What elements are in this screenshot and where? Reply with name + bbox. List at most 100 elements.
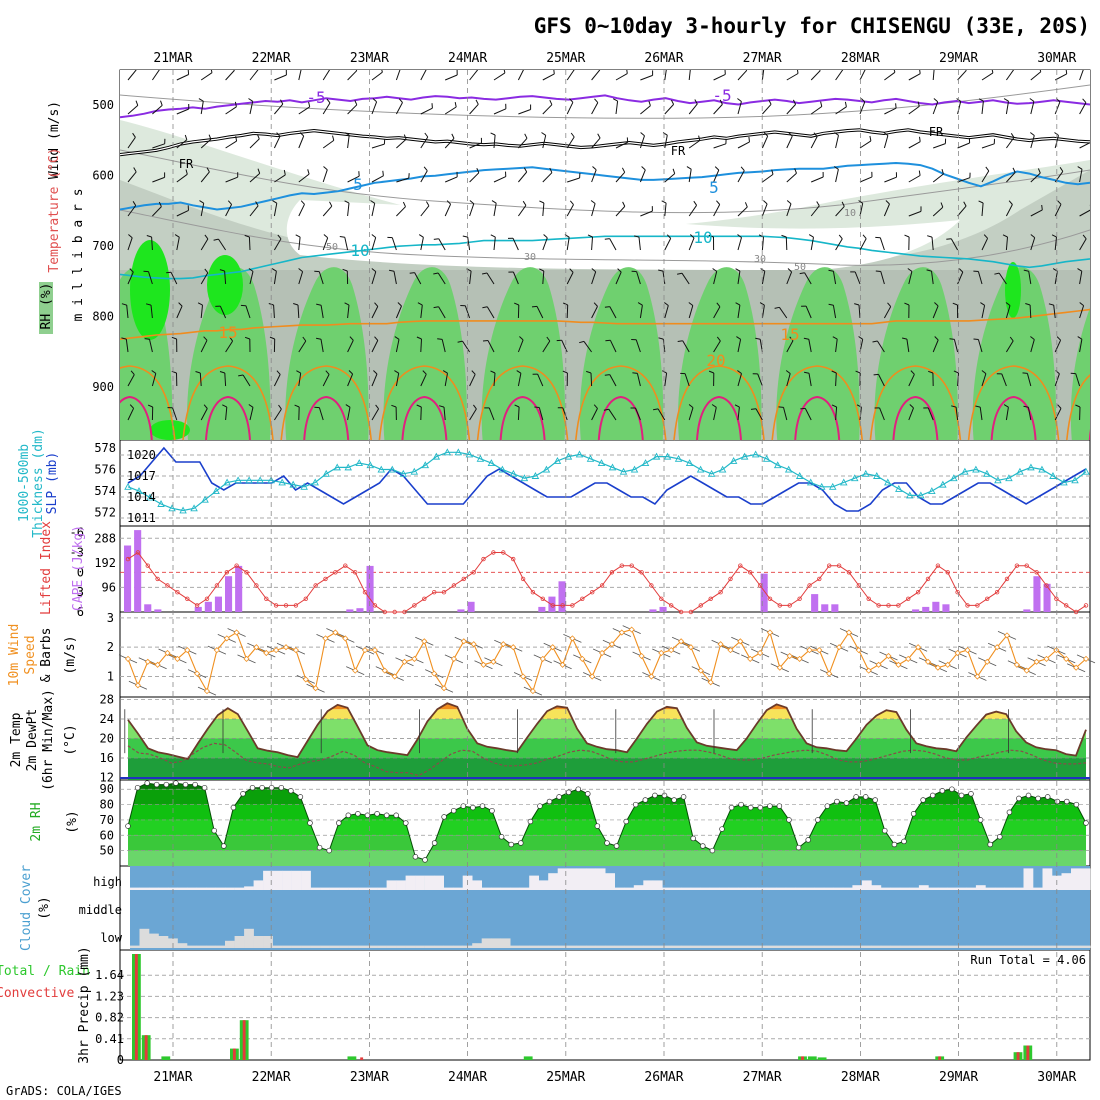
wind-barb-staff bbox=[298, 70, 302, 81]
wind-barb-staff bbox=[170, 272, 178, 285]
wind-barb-staff bbox=[249, 70, 259, 81]
cloud-high-bar bbox=[605, 873, 615, 890]
wind-barb-staff bbox=[298, 135, 305, 149]
wind-barb-staff bbox=[664, 373, 668, 387]
wind-barb-staff bbox=[591, 408, 598, 421]
wind-barb-staff bbox=[322, 102, 331, 115]
wind-barb-flag bbox=[875, 270, 881, 272]
wind-barb-staff bbox=[371, 340, 379, 353]
thickness-point bbox=[884, 478, 892, 486]
cloud-low-bar bbox=[956, 945, 967, 948]
grads-credit: GrADS: COLA/IGES bbox=[6, 1084, 122, 1098]
wind-barb-staff bbox=[517, 70, 524, 81]
wind-barb-staff bbox=[395, 70, 401, 81]
wind-barb-flag bbox=[329, 201, 333, 207]
thickness-point bbox=[873, 472, 881, 479]
wind-barb-staff bbox=[298, 340, 307, 353]
wind-barb-staff bbox=[493, 203, 497, 217]
wind-speed-point bbox=[450, 655, 457, 662]
rh-point bbox=[259, 784, 265, 791]
wind-barb-staff bbox=[1030, 71, 1042, 81]
wind-barb-staff bbox=[395, 373, 400, 387]
cloud-low-bar bbox=[291, 945, 302, 948]
wind-barb-staff bbox=[981, 373, 987, 387]
wind-barb-flag bbox=[1091, 137, 1092, 142]
cloud-level-low: low bbox=[100, 931, 122, 945]
thickness-point bbox=[597, 459, 606, 467]
wind-speed-point bbox=[816, 647, 823, 654]
wind-barb-flag bbox=[372, 98, 377, 103]
lifted-index-point bbox=[807, 583, 812, 588]
rh-bright-patch bbox=[150, 420, 190, 440]
rh-point bbox=[1054, 798, 1061, 805]
precip-total-bar bbox=[161, 1056, 171, 1060]
rh-bright-patch bbox=[1005, 262, 1021, 318]
date-label-top: 22MAR bbox=[252, 51, 291, 66]
lifted-index-point bbox=[481, 556, 486, 562]
lifted-index-point bbox=[817, 576, 822, 582]
lifted-index-point bbox=[985, 596, 990, 601]
lifted-index-point bbox=[511, 556, 516, 562]
wind-barb-flag bbox=[737, 234, 742, 238]
wind-barb-staff bbox=[805, 305, 812, 319]
wind-barb-flag bbox=[637, 302, 643, 306]
rh-point bbox=[508, 841, 514, 848]
wind-barb-flag bbox=[941, 169, 944, 175]
wind-barb-flag bbox=[617, 268, 622, 273]
wind-barb-staff bbox=[1030, 237, 1036, 251]
wind-speed-point bbox=[668, 647, 675, 654]
wind-barb-staff bbox=[688, 205, 698, 217]
wind-barb-staff bbox=[932, 339, 939, 353]
rh-point bbox=[949, 786, 955, 792]
cloud-high-bar bbox=[757, 887, 768, 890]
rh-point bbox=[901, 838, 907, 845]
wind-barb-flag bbox=[345, 404, 351, 408]
wind-barb-staff bbox=[200, 238, 209, 251]
wind-barb-flag bbox=[1048, 303, 1054, 306]
rh-point bbox=[268, 784, 275, 791]
wind-barb-staff bbox=[835, 169, 839, 183]
lifted-index-point bbox=[273, 603, 279, 608]
wind-barb-flag bbox=[653, 408, 659, 411]
rh-point bbox=[910, 811, 917, 817]
cloud-high-bar bbox=[1071, 868, 1081, 890]
wind-barb-flag bbox=[768, 99, 772, 105]
cloud-high-bar bbox=[975, 885, 986, 890]
rh-point bbox=[805, 837, 811, 843]
wind-barb-staff bbox=[932, 70, 935, 81]
wind-barb-staff bbox=[420, 406, 422, 421]
lifted-index-point bbox=[708, 596, 713, 601]
wind-barb-staff bbox=[566, 272, 574, 285]
wind-speed-point bbox=[263, 649, 270, 657]
wind-barb-staff bbox=[438, 306, 446, 319]
cloud-low-bar bbox=[187, 945, 197, 948]
cape-bar bbox=[659, 606, 667, 612]
cape-bar bbox=[1023, 609, 1031, 612]
wind-barb-staff bbox=[371, 237, 377, 251]
rh-point bbox=[1044, 794, 1051, 800]
wind-barb-flag bbox=[1025, 303, 1031, 306]
wind-speed-point bbox=[915, 644, 922, 651]
wind-barb-staff bbox=[274, 74, 287, 81]
wind-barb-staff bbox=[393, 271, 397, 285]
wind-barb-staff bbox=[1054, 408, 1062, 421]
wind-barb-flag bbox=[409, 272, 415, 274]
wind-barb-staff bbox=[127, 105, 139, 115]
rh-point bbox=[345, 812, 352, 819]
wind-speed-point bbox=[440, 685, 448, 692]
wind-barb-flag bbox=[800, 407, 806, 410]
wind-barb-staff bbox=[200, 171, 210, 183]
lifted-index-point bbox=[303, 596, 308, 601]
wind-barb-staff bbox=[249, 173, 261, 183]
lifted-index-point bbox=[461, 576, 466, 582]
wind-speed-point bbox=[510, 644, 517, 651]
wind-barb-flag bbox=[633, 235, 640, 238]
wind-barb-staff bbox=[591, 137, 601, 149]
wind-barb-staff bbox=[567, 177, 580, 183]
wind-barb-flag bbox=[553, 70, 555, 74]
wind-barb-flag bbox=[919, 136, 921, 142]
temp-contour-25 bbox=[499, 395, 546, 441]
wind-speed-point bbox=[1073, 664, 1080, 671]
wind-barb-staff bbox=[908, 210, 922, 217]
wind-barb-flag bbox=[855, 370, 861, 374]
